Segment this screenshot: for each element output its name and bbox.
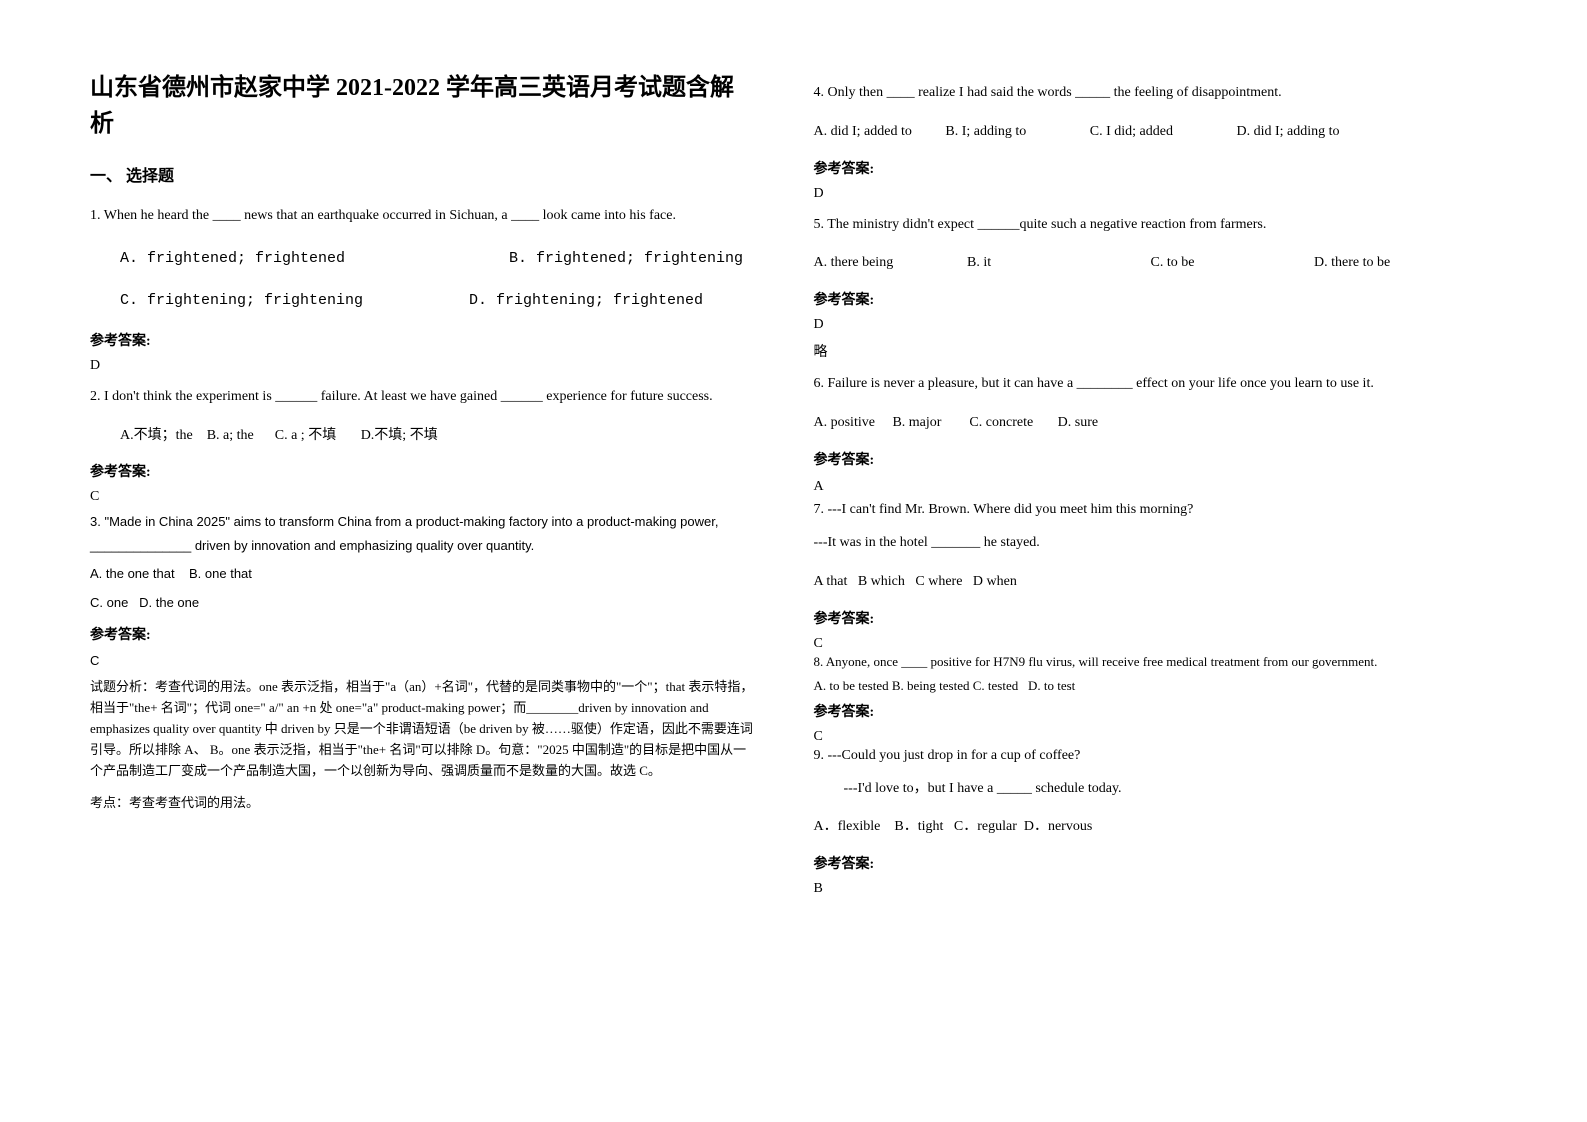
question-1-text: 1. When he heard the ____ news that an e…: [90, 201, 754, 232]
question-7-text1: 7. ---I can't find Mr. Brown. Where did …: [814, 499, 1498, 520]
q4-opt-b: B. I; adding to: [945, 117, 1026, 148]
question-9-options: A．flexible B．tight C．regular D．nervous: [814, 812, 1498, 843]
right-column: 4. Only then ____ realize I had said the…: [794, 0, 1587, 1122]
page-title: 山东省德州市赵家中学 2021-2022 学年高三英语月考试题含解析: [90, 70, 754, 142]
question-1-options-row2: C. frightening; frightening D. frighteni…: [120, 282, 754, 320]
q5-note: 略: [814, 341, 1498, 361]
q4-opt-a: A. did I; added to: [814, 117, 912, 148]
question-5-text: 5. The ministry didn't expect ______quit…: [814, 210, 1498, 241]
q3-explanation1: 试题分析：考查代词的用法。one 表示泛指，相当于"a（an）+名词"，代替的是…: [90, 677, 754, 781]
q2-answer-label: 参考答案:: [90, 461, 754, 481]
q4-answer: D: [814, 186, 1498, 202]
question-2-text: 2. I don't think the experiment is _____…: [90, 382, 754, 413]
q1-opt-a: A. frightened; frightened: [120, 240, 500, 278]
question-1-options-row1: A. frightened; frightened B. frightened;…: [120, 240, 754, 278]
q3-opt-cd: C. one D. the one: [90, 591, 754, 614]
q8-answer: C: [814, 729, 1498, 745]
q8-answer-label: 参考答案:: [814, 701, 1498, 721]
q9-answer: B: [814, 881, 1498, 897]
q5-answer-label: 参考答案:: [814, 289, 1498, 309]
question-6-text: 6. Failure is never a pleasure, but it c…: [814, 369, 1498, 400]
question-9-text2: ---I'd love to，but I have a _____ schedu…: [844, 774, 1498, 805]
left-column: 山东省德州市赵家中学 2021-2022 学年高三英语月考试题含解析 一、 选择…: [0, 0, 794, 1122]
section-header: 一、 选择题: [90, 162, 754, 186]
q9-answer-label: 参考答案:: [814, 853, 1498, 873]
question-9-text1: 9. ---Could you just drop in for a cup o…: [814, 745, 1498, 766]
q3-answer: C: [90, 649, 754, 672]
q3-explanation2: 考点：考查考查代词的用法。: [90, 791, 754, 814]
q4-answer-label: 参考答案:: [814, 158, 1498, 178]
q1-opt-b: B. frightened; frightening: [509, 250, 743, 267]
q1-opt-d: D. frightening; frightened: [469, 292, 703, 309]
q5-opt-c: C. to be: [1151, 248, 1311, 279]
question-5-options: A. there being B. it C. to be D. there t…: [814, 248, 1498, 279]
question-4-text: 4. Only then ____ realize I had said the…: [814, 78, 1498, 109]
question-3-text: 3. "Made in China 2025" aims to transfor…: [90, 510, 754, 557]
q6-answer: A: [814, 474, 1498, 499]
q5-answer: D: [814, 317, 1498, 333]
question-8-options: A. to be tested B. being tested C. teste…: [814, 676, 1498, 696]
q2-answer: C: [90, 489, 754, 505]
q5-opt-a: A. there being: [814, 248, 964, 279]
question-7-options: A that B which C where D when: [814, 567, 1498, 598]
q3-opt-ab: A. the one that B. one that: [90, 562, 754, 585]
q3-answer-label: 参考答案:: [90, 624, 754, 644]
q1-answer-label: 参考答案:: [90, 330, 754, 350]
question-2-options: A.不填；the B. a; the C. a ; 不填 D.不填; 不填: [120, 421, 754, 452]
q5-opt-d: D. there to be: [1314, 255, 1390, 270]
question-4-options: A. did I; added to B. I; adding to C. I …: [814, 117, 1498, 148]
q5-opt-b: B. it: [967, 248, 1147, 279]
question-8-text: 8. Anyone, once ____ positive for H7N9 f…: [814, 652, 1498, 672]
q1-opt-c: C. frightening; frightening: [120, 282, 460, 320]
q6-answer-label: 参考答案:: [814, 449, 1498, 469]
question-6-options: A. positive B. major C. concrete D. sure: [814, 408, 1498, 439]
q7-answer-label: 参考答案:: [814, 608, 1498, 628]
q7-answer: C: [814, 636, 1498, 652]
q4-opt-d: D. did I; adding to: [1236, 117, 1339, 148]
q4-opt-c: C. I did; added: [1090, 117, 1173, 148]
q1-answer: D: [90, 358, 754, 374]
question-7-text2: ---It was in the hotel _______ he stayed…: [814, 528, 1498, 559]
